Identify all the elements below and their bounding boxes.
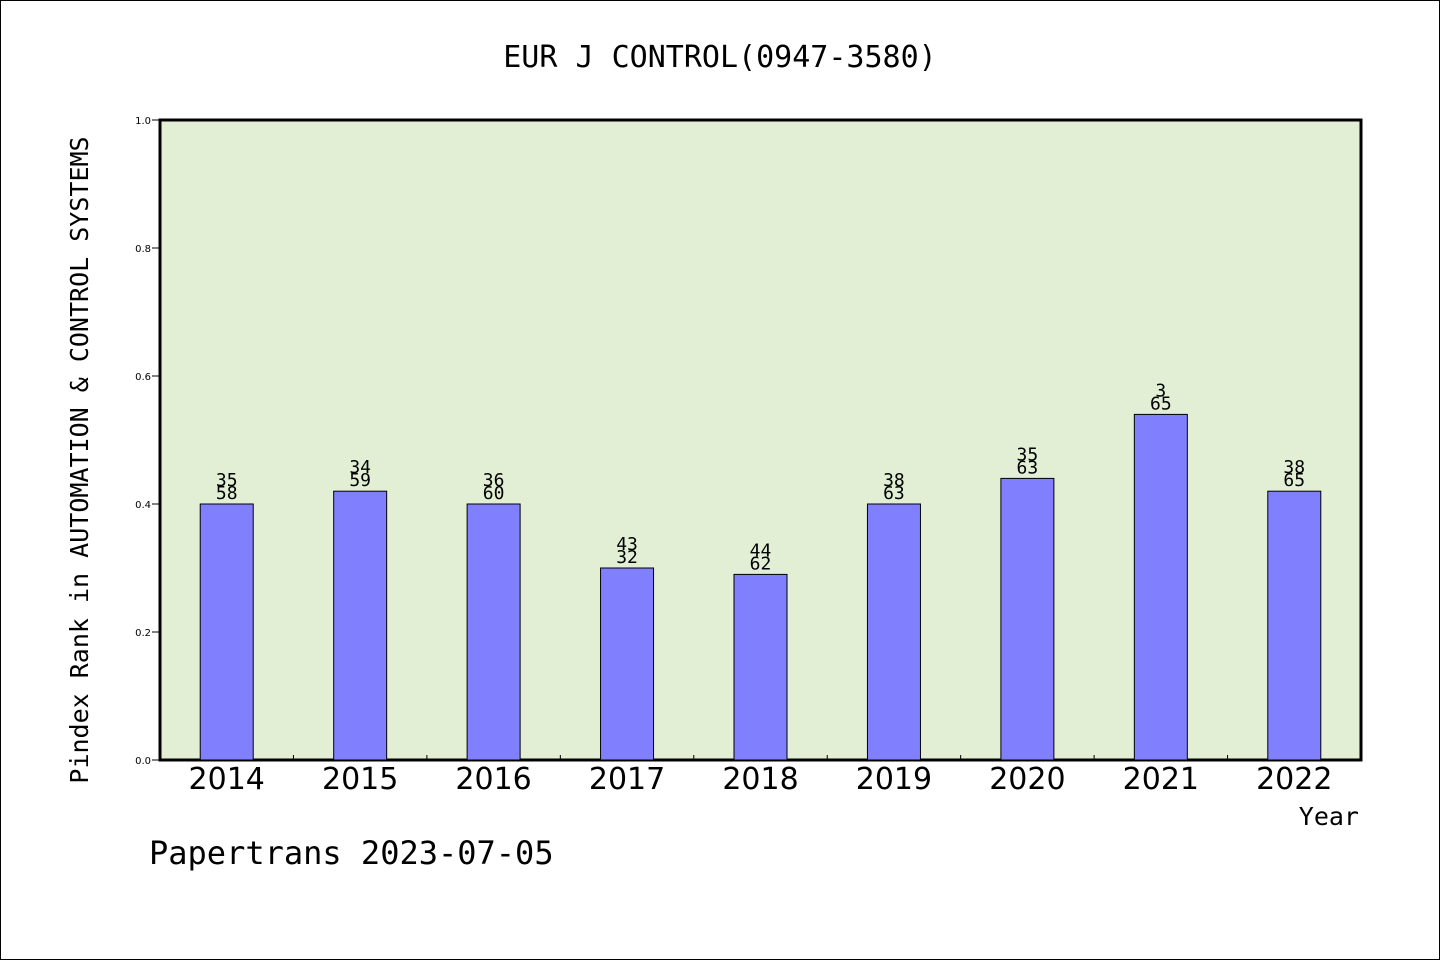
x-tick-label: 2021: [1123, 762, 1199, 797]
x-tick-label: 2022: [1256, 762, 1332, 797]
bar-2020: [1000, 477, 1055, 761]
x-tick-label: 2015: [322, 762, 398, 797]
x-tick-label: 2017: [589, 762, 665, 797]
bar-label-bottom: 63: [883, 483, 905, 504]
bar-label-top: 3: [1155, 380, 1166, 401]
bar-label-top: 35: [216, 470, 238, 491]
bar-2018: [733, 573, 788, 761]
y-axis-ticks: 0.0 0.2 0.4 0.6 0.8 1.0: [135, 116, 160, 767]
bar-2022: [1267, 490, 1322, 761]
x-tick-label: 2019: [856, 762, 932, 797]
x-tick-label: 2016: [455, 762, 531, 797]
bar-label-top: 38: [1283, 457, 1305, 478]
bar-label-top: 44: [750, 540, 772, 561]
chart-title: EUR J CONTROL(0947-3580): [503, 40, 936, 75]
y-axis-label: Pindex Rank in AUTOMATION & CONTROL SYST…: [65, 136, 94, 783]
bar-2019: [866, 503, 921, 761]
x-axis-label: Year: [1299, 802, 1359, 831]
bar-2014: [199, 503, 254, 761]
bar-label-bottom: 60: [483, 483, 505, 504]
y-tick-label: 0.6: [135, 372, 151, 383]
bar-label-bottom: 58: [216, 483, 238, 504]
y-tick-label: 0.0: [135, 756, 151, 767]
y-tick-label: 0.2: [135, 628, 151, 639]
y-tick-label: 0.4: [135, 500, 151, 511]
bar-label-bottom: 62: [750, 553, 772, 574]
bar-2017: [600, 567, 655, 761]
x-tick-label: 2014: [189, 762, 265, 797]
bar-label-bottom: 65: [1150, 393, 1172, 414]
y-tick-label: 0.8: [135, 244, 151, 255]
y-tick-label: 1.0: [135, 116, 151, 127]
bar-2015: [333, 490, 388, 761]
bar-label-top: 35: [1017, 444, 1039, 465]
bar-label-bottom: 32: [616, 547, 638, 568]
bar-label-top: 34: [349, 457, 371, 478]
footer-credit: Papertrans 2023-07-05: [149, 834, 554, 872]
bar-label-top: 36: [483, 470, 505, 491]
bar-label-top: 38: [883, 470, 905, 491]
bar-label-bottom: 63: [1017, 457, 1039, 478]
x-axis-ticks: 2014 2015 2016 2017 2018 2019 2020 2021 2022: [189, 755, 1332, 797]
bar-label-top: 43: [616, 534, 638, 555]
bar-2021: [1133, 413, 1188, 761]
bar-label-bottom: 65: [1283, 470, 1305, 491]
x-tick-label: 2020: [989, 762, 1065, 797]
bar-label-bottom: 59: [349, 470, 371, 491]
bar-2016: [466, 503, 521, 761]
x-tick-label: 2018: [722, 762, 798, 797]
